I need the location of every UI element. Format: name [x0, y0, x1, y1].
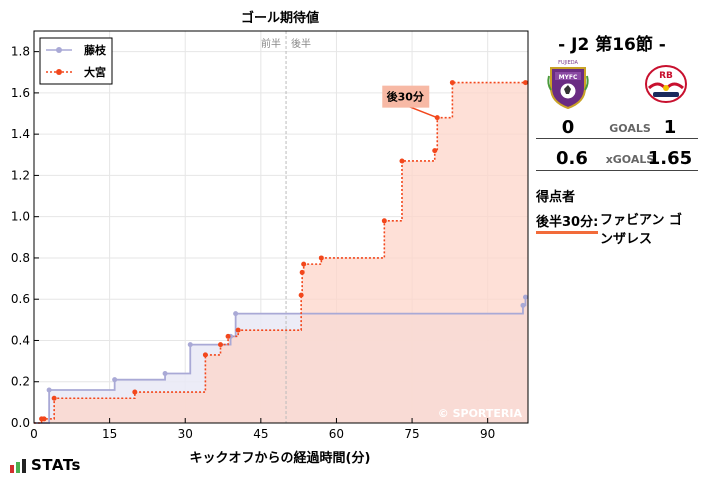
goals-label: GOALS — [609, 122, 651, 135]
rb-omiya-crest-icon: RB — [643, 58, 689, 110]
series-points — [39, 80, 528, 422]
data-point — [301, 261, 307, 267]
away-goals: 1 — [663, 117, 677, 138]
data-point — [298, 292, 304, 298]
divider — [536, 138, 698, 139]
annotations: 後30分 — [382, 85, 438, 119]
data-point — [432, 148, 438, 154]
data-point — [381, 218, 387, 224]
home-goals: 0 — [561, 117, 575, 138]
x-tick-label: 75 — [404, 427, 419, 441]
goals-row: 0 GOALS 1 — [536, 117, 698, 143]
svg-text:RB: RB — [659, 71, 673, 81]
x-tick-label: 90 — [480, 427, 495, 441]
data-point — [299, 269, 305, 275]
legend-marker-0 — [56, 47, 62, 53]
data-point — [225, 333, 231, 339]
annotation-label: 後30分 — [387, 90, 424, 104]
data-point — [233, 311, 239, 317]
chart-title: ゴール期待値 — [241, 10, 319, 26]
x-tick-label: 60 — [329, 427, 344, 441]
data-point — [46, 387, 52, 393]
data-point — [522, 80, 528, 86]
y-tick-label: 1.8 — [11, 45, 30, 59]
series-area-1 — [34, 82, 528, 423]
scorers-heading: 得点者 — [536, 190, 576, 205]
data-point — [187, 342, 193, 348]
y-tick-label: 0.0 — [11, 416, 30, 430]
y-tick-label: 1.2 — [11, 168, 30, 182]
xg-label: xGOALS — [605, 153, 655, 166]
data-point — [202, 352, 208, 358]
data-point — [235, 327, 241, 333]
halftime-label-first: 前半 — [261, 37, 281, 50]
legend-label-0: 藤枝 — [84, 43, 107, 57]
fujieda-crest-icon: FUJIEDA MYFC — [545, 58, 591, 110]
annotation-box — [382, 85, 430, 108]
divider — [536, 170, 698, 171]
watermark: © SPORTERIA — [438, 407, 523, 420]
scorer-name: ファビアン ゴンザレス — [600, 213, 683, 247]
legend-box — [39, 37, 113, 85]
y-tick-label: 0.4 — [11, 333, 30, 347]
away-xg: 1.65 — [647, 148, 693, 169]
data-point — [449, 80, 455, 86]
x-tick-label: 45 — [253, 427, 268, 441]
data-point — [51, 395, 57, 401]
data-point — [41, 416, 47, 422]
y-tick-label: 1.0 — [11, 210, 30, 224]
y-tick-label: 1.6 — [11, 86, 30, 100]
brand-text: STATs — [31, 456, 81, 474]
match-title: - J2 第16節 - — [558, 35, 666, 55]
data-point — [318, 255, 324, 261]
plot-frame — [33, 30, 529, 424]
data-point — [218, 342, 224, 348]
y-tick-label: 1.4 — [11, 127, 30, 141]
y-tick-label: 0.6 — [11, 292, 30, 306]
stats-logo-icon — [10, 459, 26, 473]
data-point — [520, 302, 526, 308]
axes — [33, 30, 529, 424]
y-tick-label: 0.2 — [11, 375, 30, 389]
svg-text:FUJIEDA: FUJIEDA — [558, 60, 578, 66]
scorer-time: 後半30分: — [536, 211, 599, 234]
y-tick-label: 0.8 — [11, 251, 30, 265]
x-axis-label: キックオフからの経過時間(分) — [190, 450, 371, 466]
data-point — [399, 158, 405, 164]
data-point — [132, 389, 138, 395]
halftime-marker: 前半 後半 — [261, 31, 311, 423]
legend-label-1: 大宮 — [84, 65, 106, 79]
x-tick-label: 15 — [102, 427, 117, 441]
data-point — [522, 294, 528, 300]
x-tick-label: 0 — [30, 427, 38, 441]
data-point — [162, 370, 168, 376]
svg-text:MYFC: MYFC — [559, 74, 578, 81]
x-tick-label: 30 — [178, 427, 193, 441]
data-point — [112, 377, 118, 383]
home-xg: 0.6 — [556, 148, 588, 169]
legend-marker-1 — [56, 69, 62, 75]
halftime-label-second: 後半 — [291, 37, 311, 50]
xg-row: 0.6 xGOALS 1.65 — [536, 148, 698, 174]
tick-labels: 0 15 30 45 60 75 90 0.0 0.2 0.4 0.6 0.8 1.0 1.2 1.4 1.6… — [11, 45, 495, 441]
annotation-pointer — [408, 105, 438, 119]
series-areas — [34, 82, 528, 423]
